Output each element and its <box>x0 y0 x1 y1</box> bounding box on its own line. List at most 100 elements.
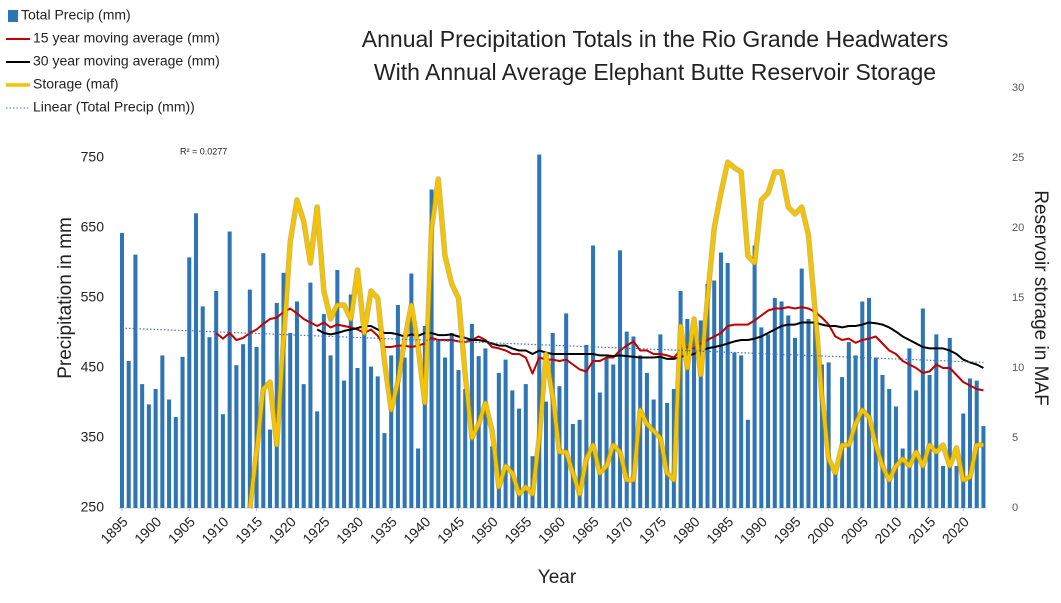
bar <box>308 282 313 508</box>
bar <box>496 372 501 508</box>
bar <box>241 344 246 508</box>
bar <box>328 355 333 508</box>
y2-tick-label: 5 <box>1012 432 1018 444</box>
bar <box>510 390 515 508</box>
bar <box>449 333 454 508</box>
bar <box>463 389 468 508</box>
legend-swatch <box>8 10 18 22</box>
bar <box>200 306 205 508</box>
bar <box>362 326 367 508</box>
y2-tick-label: 20 <box>1012 222 1024 234</box>
x-tick-label: 1995 <box>770 513 803 546</box>
x-tick-label: 1920 <box>266 513 299 546</box>
x-tick-label: 2015 <box>905 513 938 546</box>
chart-subtitle: With Annual Average Elephant Butte Reser… <box>374 59 936 85</box>
line-outline <box>247 159 984 509</box>
bar <box>416 448 421 508</box>
bar <box>342 380 347 508</box>
bar <box>247 289 252 508</box>
bar <box>301 384 306 508</box>
bar <box>873 357 878 508</box>
bar <box>315 411 320 508</box>
x-tick-label: 2010 <box>871 513 904 546</box>
bar <box>665 403 670 508</box>
bar <box>422 326 427 508</box>
bar <box>167 399 172 508</box>
bar <box>941 466 946 508</box>
y2-tick-label: 25 <box>1012 152 1024 164</box>
bar <box>503 359 508 508</box>
bar <box>153 389 158 508</box>
bar <box>368 366 374 508</box>
bar <box>644 372 649 508</box>
x-tick-label: 1900 <box>131 513 164 546</box>
bar <box>692 327 697 508</box>
bar <box>442 357 448 508</box>
bar <box>927 375 932 508</box>
x-tick-label: 1930 <box>333 513 366 546</box>
x-tick-label: 1990 <box>737 513 770 546</box>
bar <box>806 319 811 508</box>
y-tick-label: 350 <box>81 429 105 445</box>
bar <box>288 333 293 508</box>
line <box>248 160 984 509</box>
bar <box>725 263 730 508</box>
x-tick-label: 1955 <box>501 513 534 546</box>
bar <box>160 355 165 508</box>
chart-title: Annual Precipitation Totals in the Rio G… <box>362 26 948 52</box>
bar <box>523 384 528 508</box>
x-tick-label: 2020 <box>939 513 972 546</box>
x-tick-label: 1985 <box>703 513 736 546</box>
bar <box>698 320 703 508</box>
x-tick-label: 1895 <box>97 513 130 546</box>
bar <box>483 348 488 508</box>
bar <box>799 268 804 508</box>
y-tick-label: 450 <box>81 359 105 375</box>
bar <box>967 378 972 508</box>
bar <box>294 301 299 508</box>
bar <box>214 291 219 508</box>
x-tick-label: 2005 <box>838 513 871 546</box>
bar <box>429 189 434 508</box>
bar <box>140 384 145 508</box>
bar <box>577 419 582 508</box>
bar <box>146 404 151 508</box>
bar <box>173 417 178 508</box>
bar <box>772 298 777 508</box>
bar <box>732 352 737 508</box>
x-tick-label: 1905 <box>165 513 198 546</box>
bar <box>745 419 750 508</box>
bar <box>220 414 225 508</box>
r-squared-annotation: R² = 0.0277 <box>180 146 227 156</box>
bar <box>867 298 872 508</box>
y-tick-label: 250 <box>81 499 105 515</box>
y2-tick-label: 30 <box>1012 82 1024 94</box>
bar <box>180 356 185 508</box>
line <box>215 306 984 392</box>
bar <box>813 322 818 508</box>
bar <box>382 433 387 508</box>
y-tick-label: 650 <box>81 219 105 235</box>
y-axis-title: Precipitation in mm <box>55 217 76 379</box>
bar <box>779 301 784 508</box>
bar <box>712 280 717 508</box>
y2-tick-label: 0 <box>1012 502 1018 514</box>
bar <box>819 364 824 508</box>
bar <box>375 376 380 508</box>
bar <box>517 408 522 508</box>
legend-label: Total Precip (mm) <box>21 7 131 23</box>
bar <box>268 429 273 508</box>
bar <box>678 291 683 508</box>
bar <box>591 245 596 508</box>
x-tick-label: 1965 <box>568 513 601 546</box>
bar <box>752 245 757 508</box>
bar <box>436 340 441 508</box>
bar <box>584 344 589 508</box>
bar <box>860 301 865 508</box>
bar <box>207 337 212 508</box>
y2-axis-title: Reservoir storage in MAF <box>1030 190 1051 405</box>
bar <box>907 348 912 508</box>
bar <box>611 364 616 508</box>
bar <box>234 365 239 508</box>
